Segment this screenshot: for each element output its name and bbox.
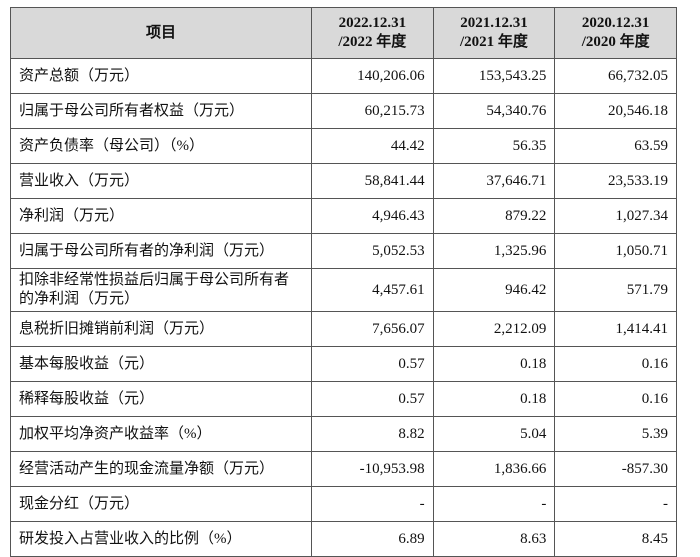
header-cell: 2022.12.31/2022 年度	[311, 7, 434, 59]
row-label: 营业收入（万元）	[10, 163, 312, 199]
cell-value: 1,325.96	[432, 233, 556, 269]
cell-value: 140,206.06	[311, 58, 434, 94]
cell-value: 1,027.34	[554, 198, 677, 234]
cell-value: 56.35	[432, 128, 556, 164]
header-text: /2020 年度	[581, 34, 650, 50]
row-label: 研发投入占营业收入的比例（%）	[10, 521, 312, 557]
header-cell: 项目	[10, 7, 312, 59]
cell-value: 0.57	[311, 346, 434, 382]
header-text: /2021 年度	[460, 34, 528, 50]
table-row: 稀释每股收益（元） 0.57 0.18 0.16	[10, 381, 677, 417]
header-cell: 2020.12.31/2020 年度	[554, 7, 677, 59]
cell-value: 54,340.76	[432, 93, 556, 129]
table-row: 净利润（万元） 4,946.43 879.22 1,027.34	[10, 198, 677, 234]
cell-value: -857.30	[554, 451, 677, 487]
row-label: 净利润（万元）	[10, 198, 312, 234]
cell-value: -	[311, 486, 434, 522]
table-row: 研发投入占营业收入的比例（%） 6.89 8.63 8.45	[10, 521, 677, 557]
cell-value: 63.59	[554, 128, 677, 164]
cell-value: 8.45	[554, 521, 677, 557]
table-body: 资产总额（万元） 140,206.06 153,543.25 66,732.05 归属于…	[10, 58, 677, 557]
table-row: 资产总额（万元） 140,206.06 153,543.25 66,732.05	[10, 58, 677, 94]
page: 项目 2022.12.31/2022 年度 2021.12.31/2021 年度 20…	[10, 7, 677, 557]
cell-value: 23,533.19	[554, 163, 677, 199]
cell-value: -10,953.98	[311, 451, 434, 487]
cell-value: 1,836.66	[432, 451, 556, 487]
header-text: 2021.12.31	[460, 15, 528, 31]
table-row: 现金分红（万元） - - -	[10, 486, 677, 522]
header-text: /2022 年度	[338, 34, 407, 50]
header-text: 2022.12.31	[338, 15, 407, 31]
cell-value: 4,946.43	[311, 198, 434, 234]
cell-value: 1,414.41	[554, 311, 677, 347]
cell-value: 60,215.73	[311, 93, 434, 129]
cell-value: 8.82	[311, 416, 434, 452]
row-label: 资产负债率（母公司）（%）	[10, 128, 312, 164]
table-row: 营业收入（万元） 58,841.44 37,646.71 23,533.19	[10, 163, 677, 199]
cell-value: 0.16	[554, 346, 677, 382]
cell-value: 8.63	[432, 521, 556, 557]
cell-value: 571.79	[554, 268, 677, 312]
row-label: 扣除非经常性损益后归属于母公司所有者的净利润（万元）	[10, 268, 312, 312]
cell-value: 0.18	[432, 346, 556, 382]
cell-value: 0.57	[311, 381, 434, 417]
table-row: 资产负债率（母公司）（%） 44.42 56.35 63.59	[10, 128, 677, 164]
row-label: 归属于母公司所有者权益（万元）	[10, 93, 312, 129]
header-text: 项目	[145, 24, 176, 41]
cell-value: -	[554, 486, 677, 522]
row-label: 息税折旧摊销前利润（万元）	[10, 311, 312, 347]
cell-value: 153,543.25	[432, 58, 556, 94]
cell-value: 2,212.09	[432, 311, 556, 347]
financial-table: 项目 2022.12.31/2022 年度 2021.12.31/2021 年度 20…	[10, 7, 677, 557]
cell-value: 1,050.71	[554, 233, 677, 269]
header-text: 2020.12.31	[581, 15, 650, 31]
cell-value: 5.04	[432, 416, 556, 452]
table-row: 归属于母公司所有者的净利润（万元） 5,052.53 1,325.96 1,050.7…	[10, 233, 677, 269]
cell-value: 0.18	[432, 381, 556, 417]
table-row: 加权平均净资产收益率（%） 8.82 5.04 5.39	[10, 416, 677, 452]
table-row: 扣除非经常性损益后归属于母公司所有者的净利润（万元） 4,457.61 946.42…	[10, 268, 677, 312]
cell-value: 58,841.44	[311, 163, 434, 199]
cell-value: 20,546.18	[554, 93, 677, 129]
cell-value: 5,052.53	[311, 233, 434, 269]
cell-value: 7,656.07	[311, 311, 434, 347]
header-row: 项目 2022.12.31/2022 年度 2021.12.31/2021 年度 20…	[10, 7, 677, 59]
cell-value: 5.39	[554, 416, 677, 452]
row-label: 经营活动产生的现金流量净额（万元）	[10, 451, 312, 487]
cell-value: -	[432, 486, 556, 522]
row-label: 基本每股收益（元）	[10, 346, 312, 382]
cell-value: 879.22	[432, 198, 556, 234]
cell-value: 4,457.61	[311, 268, 434, 312]
table-row: 基本每股收益（元） 0.57 0.18 0.16	[10, 346, 677, 382]
row-label: 稀释每股收益（元）	[10, 381, 312, 417]
cell-value: 44.42	[311, 128, 434, 164]
row-label: 归属于母公司所有者的净利润（万元）	[10, 233, 312, 269]
row-label: 加权平均净资产收益率（%）	[10, 416, 312, 452]
row-label: 现金分红（万元）	[10, 486, 312, 522]
cell-value: 37,646.71	[432, 163, 556, 199]
table-row: 归属于母公司所有者权益（万元） 60,215.73 54,340.76 20,546.…	[10, 93, 677, 129]
table-row: 息税折旧摊销前利润（万元） 7,656.07 2,212.09 1,414.41	[10, 311, 677, 347]
cell-value: 0.16	[554, 381, 677, 417]
row-label: 资产总额（万元）	[10, 58, 312, 94]
cell-value: 66,732.05	[554, 58, 677, 94]
table-row: 经营活动产生的现金流量净额（万元） -10,953.98 1,836.66 -857.…	[10, 451, 677, 487]
cell-value: 6.89	[311, 521, 434, 557]
header-cell: 2021.12.31/2021 年度	[432, 7, 556, 59]
cell-value: 946.42	[432, 268, 556, 312]
